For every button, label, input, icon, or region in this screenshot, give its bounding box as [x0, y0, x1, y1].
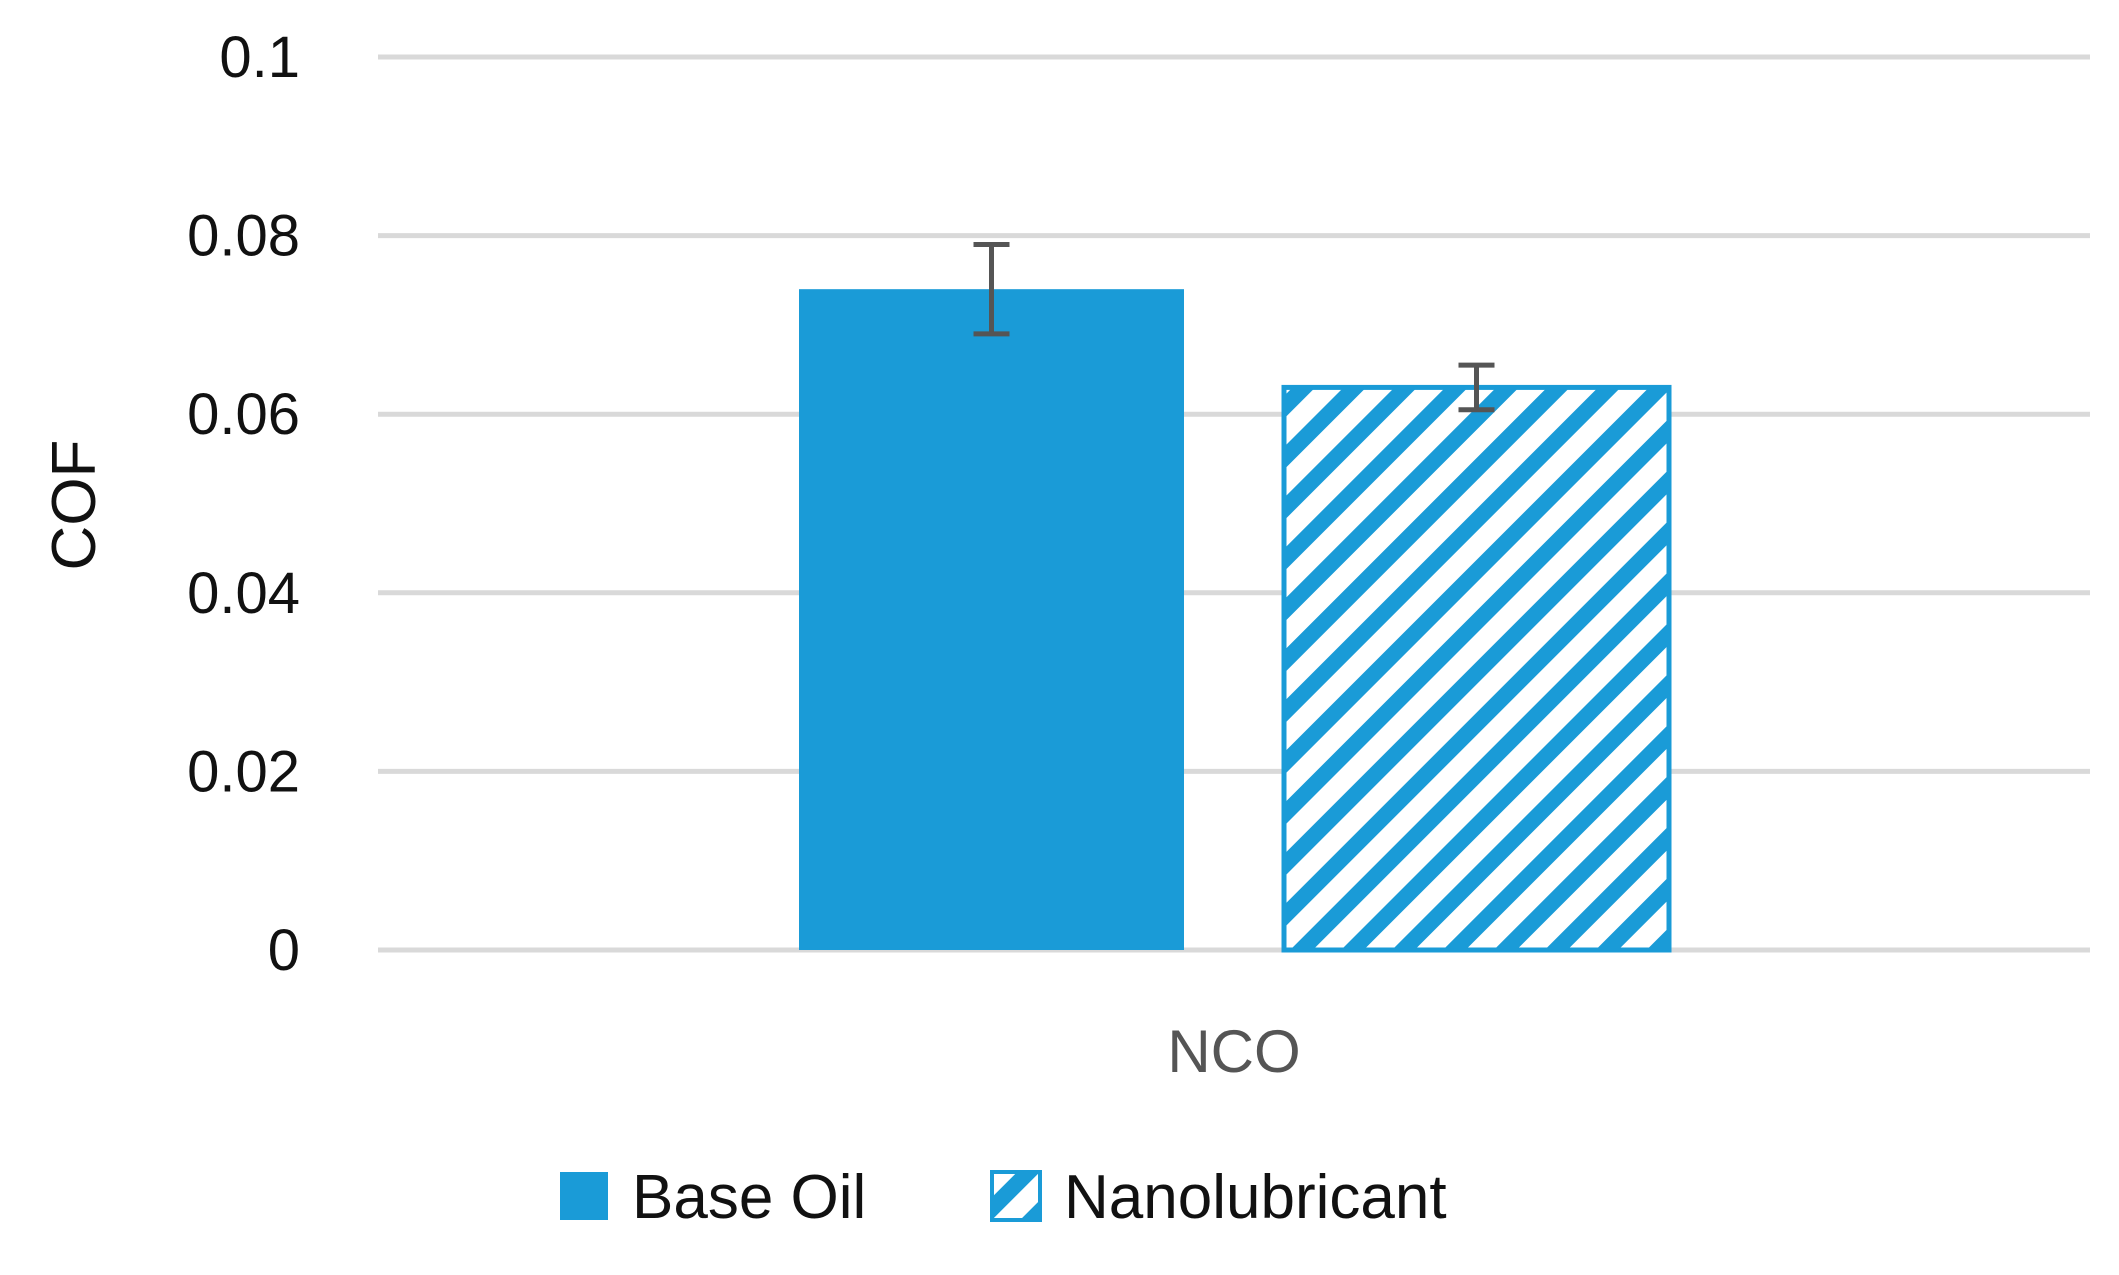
- legend-label: Base Oil: [632, 1163, 866, 1232]
- x-axis-categories: NCO: [1167, 1018, 1300, 1085]
- bar-base-oil: [799, 289, 1184, 950]
- y-tick-label: 0.04: [187, 561, 300, 626]
- legend-swatch-base-oil: [560, 1172, 608, 1220]
- y-axis-title: COF: [40, 440, 109, 571]
- bar-nanolubricant: [1281, 384, 1672, 953]
- legend: Base Oil Nanolubricant: [560, 1163, 1447, 1232]
- y-tick-label: 0.02: [187, 739, 300, 804]
- gridlines: [378, 54, 2090, 953]
- y-tick-label: 0: [268, 918, 300, 983]
- bars: [799, 289, 1672, 953]
- y-axis-ticks: 0 0.02 0.04 0.06 0.08 0.1: [187, 25, 300, 983]
- y-tick-label: 0.08: [187, 204, 300, 269]
- error-bars: [973, 242, 1495, 413]
- legend-swatch-nanolubricant: [990, 1170, 1042, 1222]
- legend-label: Nanolubricant: [1064, 1163, 1447, 1232]
- y-tick-label: 0.06: [187, 382, 300, 447]
- x-category-label: NCO: [1167, 1018, 1300, 1085]
- y-tick-label: 0.1: [219, 25, 300, 90]
